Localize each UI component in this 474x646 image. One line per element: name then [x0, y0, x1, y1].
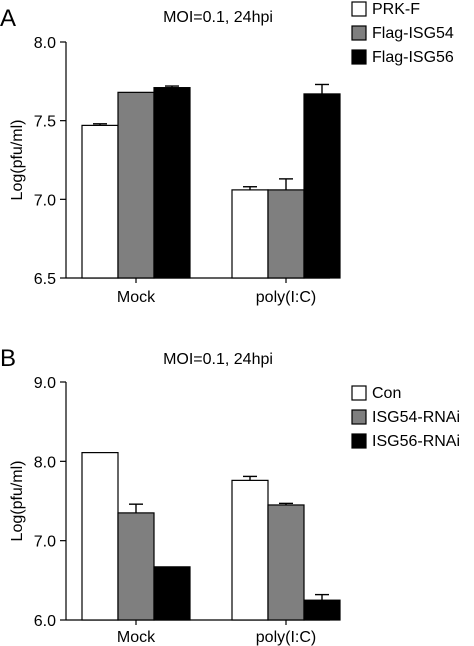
legend: Con ISG54-RNAi ISG56-RNAi — [351, 385, 460, 450]
bar-Con-poly(I:C) — [231, 479, 269, 621]
x-tick-label: poly(I:C) — [256, 629, 316, 646]
chart-panel-B: B MOI=0.1, 24hpi Log(pfu/ml) 6.0 7.0 8.0 9.0 Mo… — [0, 345, 460, 646]
y-tick-label: 6.5 — [34, 271, 56, 288]
y-tick-label: 7.0 — [34, 534, 56, 551]
bar-PRK-F-Mock — [81, 124, 119, 279]
x-tick-label: poly(I:C) — [256, 289, 316, 306]
bar-ISG56-RNAi-Mock — [153, 566, 191, 621]
chart-title: MOI=0.1, 24hpi — [163, 351, 273, 368]
legend-swatch-ISG54-RNAi — [351, 409, 367, 425]
panel-label: A — [0, 5, 16, 32]
bar-Con-Mock — [81, 452, 119, 621]
y-tick-label: 7.0 — [34, 192, 56, 209]
legend-label: ISG54-RNAi — [372, 409, 460, 426]
panel-label: B — [0, 345, 16, 372]
bar-ISG54-RNAi-Mock — [117, 512, 155, 621]
chart-panel-A: A MOI=0.1, 24hpi Log(pfu/ml) 6.5 7.0 7.5 8.0 Mo… — [0, 1, 454, 306]
x-tick-label: Mock — [117, 629, 156, 646]
legend-swatch-Con — [351, 385, 367, 401]
y-tick-label: 6.0 — [34, 613, 56, 630]
x-tick-label: Mock — [117, 289, 156, 306]
bar-Flag-ISG54-poly(I:C) — [267, 189, 305, 279]
legend-label: Flag-ISG56 — [372, 49, 454, 66]
bar-Flag-ISG54-Mock — [117, 91, 155, 279]
legend: PRK-F Flag-ISG54 Flag-ISG56 — [351, 1, 454, 66]
bar-ISG56-RNAi-poly(I:C) — [303, 599, 341, 621]
y-tick-label: 9.0 — [34, 375, 56, 392]
legend-swatch-Flag-ISG56 — [351, 49, 367, 65]
legend-swatch-ISG56-RNAi — [351, 433, 367, 449]
bar-ISG54-RNAi-poly(I:C) — [267, 504, 305, 621]
chart-title: MOI=0.1, 24hpi — [163, 9, 273, 26]
legend-label: ISG56-RNAi — [372, 433, 460, 450]
legend-label: PRK-F — [372, 1, 420, 18]
bar-PRK-F-poly(I:C) — [231, 189, 269, 279]
bar-Flag-ISG56-Mock — [153, 87, 191, 279]
bar-Flag-ISG56-poly(I:C) — [303, 93, 341, 279]
y-tick-label: 8.0 — [34, 35, 56, 52]
y-tick-label: 7.5 — [34, 114, 56, 131]
legend-swatch-Flag-ISG54 — [351, 25, 367, 41]
y-axis-label: Log(pfu/ml) — [9, 120, 26, 201]
y-axis-label: Log(pfu/ml) — [9, 461, 26, 542]
legend-label: Flag-ISG54 — [372, 25, 454, 42]
y-tick-label: 8.0 — [34, 454, 56, 471]
legend-label: Con — [372, 385, 401, 402]
legend-swatch-PRK-F — [351, 1, 367, 17]
